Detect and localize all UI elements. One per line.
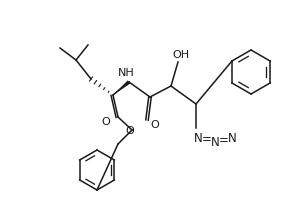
- Text: O: O: [151, 120, 159, 130]
- Text: NH: NH: [118, 68, 134, 78]
- Text: =: =: [219, 134, 229, 147]
- Text: N: N: [211, 136, 219, 150]
- Text: =: =: [202, 133, 212, 146]
- Text: O: O: [102, 117, 110, 127]
- Text: OH: OH: [173, 50, 190, 60]
- Text: O: O: [126, 126, 134, 136]
- Text: N: N: [228, 132, 237, 144]
- Polygon shape: [113, 80, 130, 95]
- Text: N: N: [194, 132, 202, 144]
